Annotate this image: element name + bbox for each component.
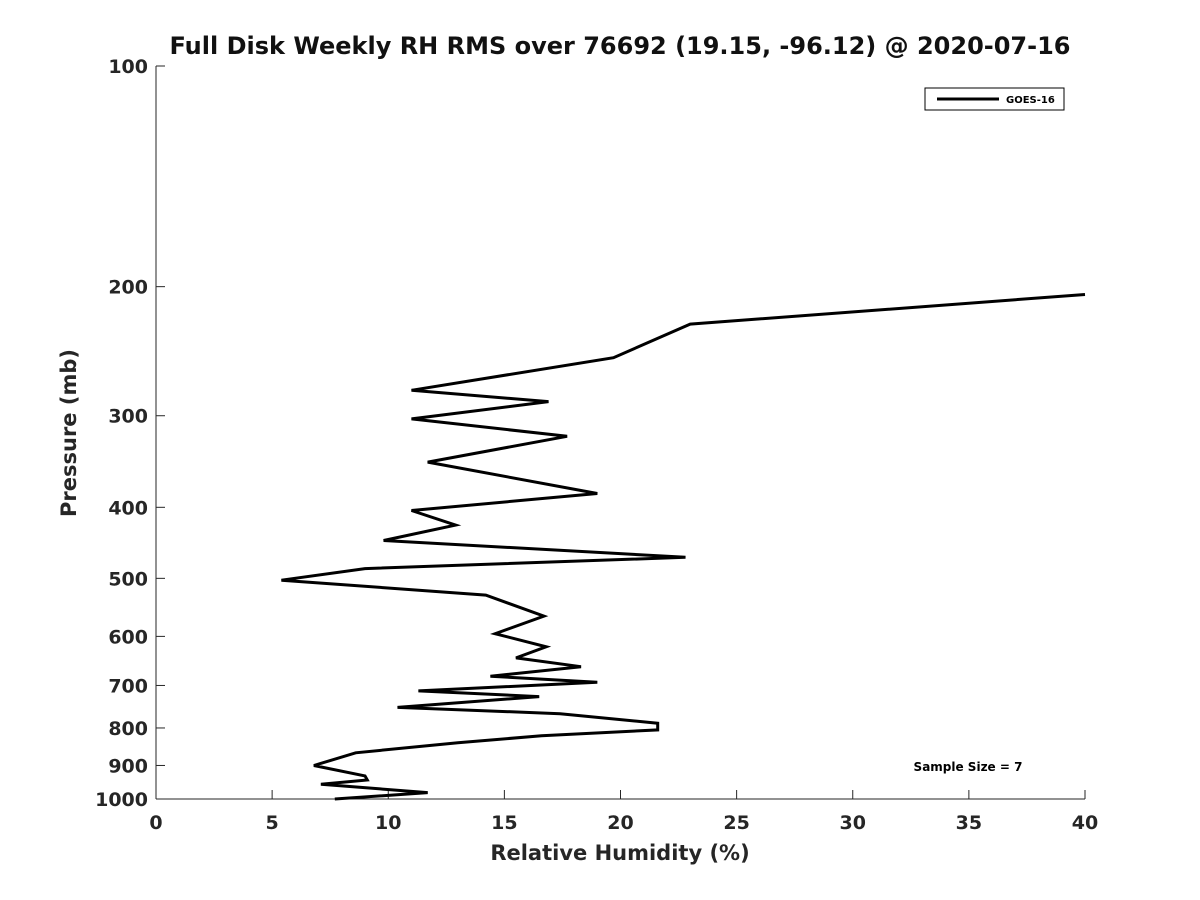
series-line-goes16 <box>281 293 1086 801</box>
y-tick-label: 100 <box>108 56 148 78</box>
series-layer <box>281 293 1086 801</box>
y-tick-label: 1000 <box>95 789 148 811</box>
x-tick-label: 25 <box>723 812 749 834</box>
y-tick-label: 400 <box>108 497 148 519</box>
y-tick-label: 300 <box>108 406 148 428</box>
y-tick-label: 700 <box>108 675 148 697</box>
legend: GOES-16 <box>924 87 1065 111</box>
x-tick-label: 5 <box>266 812 279 834</box>
x-axis-ticks: 0 5 10 15 20 25 30 35 40 <box>149 790 1098 834</box>
x-tick-label: 35 <box>956 812 982 834</box>
y-tick-label: 200 <box>108 277 148 299</box>
y-tick-label: 800 <box>108 718 148 740</box>
x-tick-label: 30 <box>840 812 866 834</box>
y-tick-label: 900 <box>108 755 148 777</box>
chart-title: Full Disk Weekly RH RMS over 76692 (19.1… <box>169 32 1070 60</box>
legend-label-goes16: GOES-16 <box>1006 95 1055 106</box>
x-tick-label: 40 <box>1072 812 1098 834</box>
x-axis-label: Relative Humidity (%) <box>490 841 749 865</box>
x-tick-label: 10 <box>375 812 401 834</box>
x-tick-label: 0 <box>149 812 162 834</box>
x-tick-label: 20 <box>607 812 633 834</box>
y-axis-label: Pressure (mb) <box>57 349 81 517</box>
plot-axes <box>155 66 1085 800</box>
sample-size-annotation: Sample Size = 7 <box>914 760 1023 774</box>
x-tick-label: 15 <box>491 812 517 834</box>
y-tick-label: 600 <box>108 626 148 648</box>
y-axis-ticks: 100 200 300 400 500 600 700 800 900 1000 <box>95 56 165 811</box>
y-tick-label: 500 <box>108 568 148 590</box>
